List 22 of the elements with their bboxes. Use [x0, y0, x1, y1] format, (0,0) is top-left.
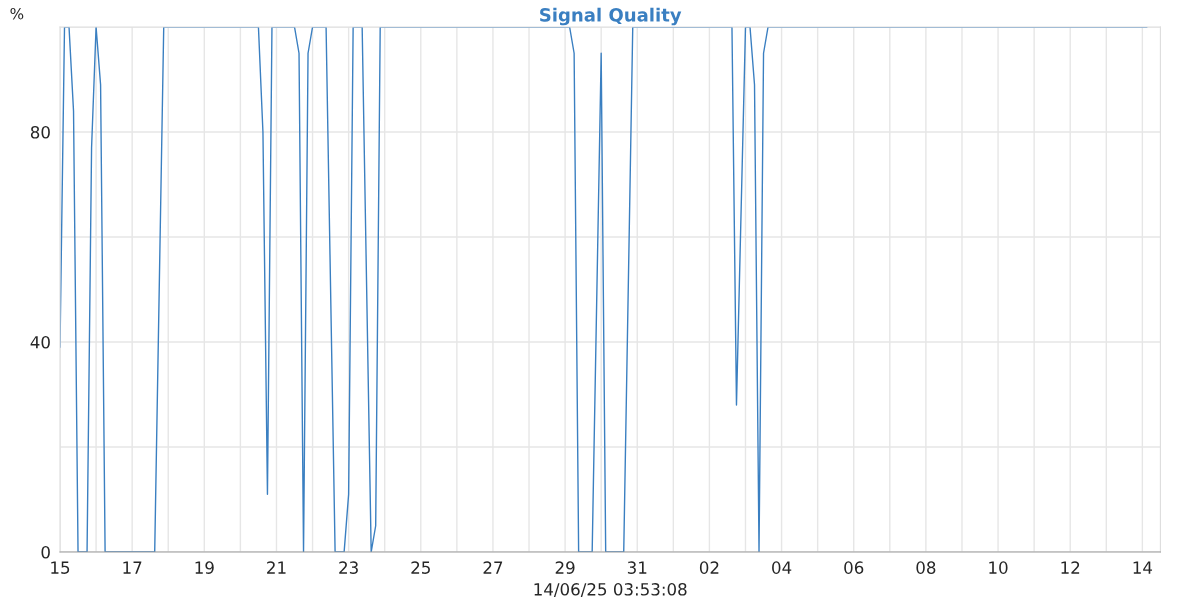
y-tick-label: 80 [30, 125, 50, 139]
x-tick-label: 21 [267, 561, 286, 574]
x-tick-label: 31 [627, 561, 647, 574]
x-tick-label: 10 [989, 561, 1008, 574]
x-tick-label: 29 [555, 561, 575, 574]
x-tick-label: 08 [916, 561, 936, 574]
x-tick-label: 15 [51, 561, 70, 574]
x-tick-label: 12 [1061, 561, 1080, 574]
x-tick-label: 06 [844, 561, 864, 574]
x-tick-label: 04 [772, 561, 792, 574]
x-tick-label: 17 [123, 561, 142, 574]
x-tick-label: 19 [195, 561, 214, 574]
x-tick-label: 25 [411, 561, 430, 574]
y-tick-label: 0 [41, 545, 50, 559]
x-tick-label: 23 [339, 561, 358, 574]
chart-title: Signal Quality [540, 7, 682, 26]
y-tick-label: 40 [30, 335, 50, 349]
x-axis-title: 14/06/25 03:53:08 [534, 583, 687, 597]
x-tick-label: 02 [699, 561, 719, 574]
x-tick-label: 14 [1133, 561, 1153, 574]
y-axis-title: % [10, 7, 24, 20]
x-tick-label: 27 [483, 561, 503, 574]
